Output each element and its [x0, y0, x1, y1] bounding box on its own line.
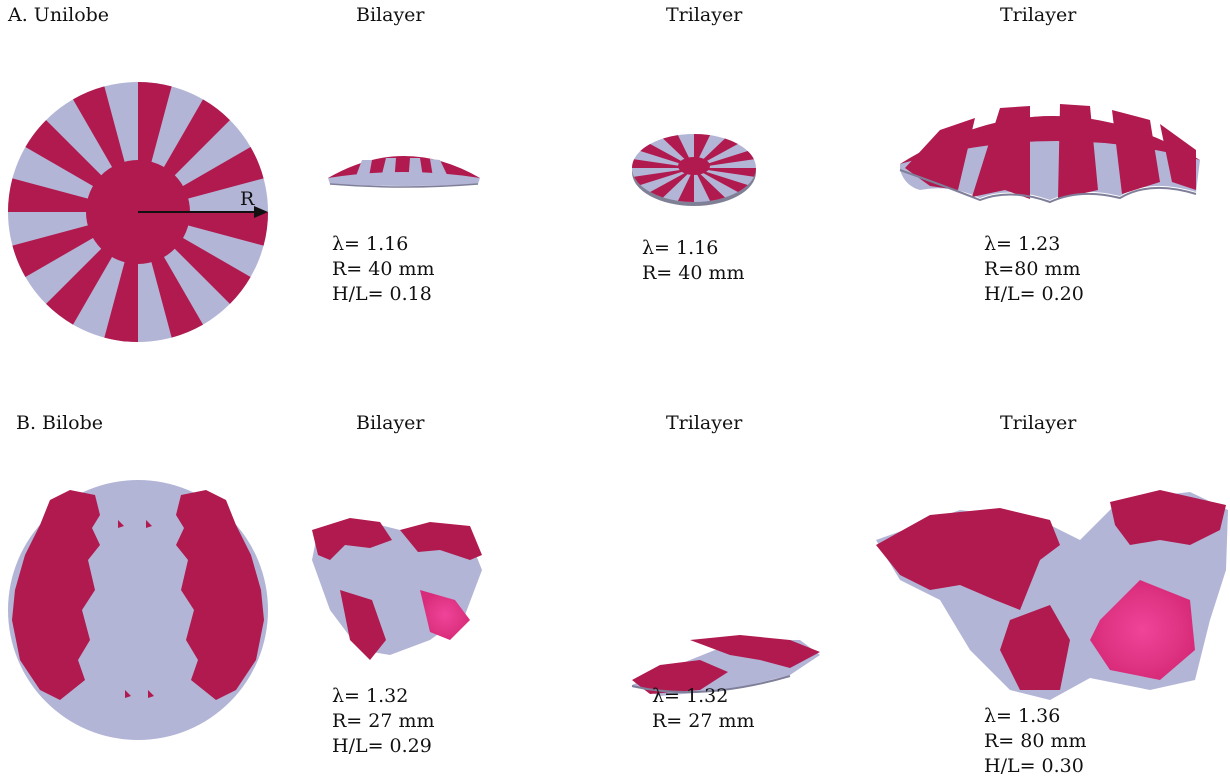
sector — [694, 168, 756, 177]
row-b-params-3: λ= 1.36 R= 80 mm H/L= 0.30 — [984, 704, 1087, 779]
lambda-value: λ= 1.23 — [984, 233, 1061, 255]
radius-value: R= 40 mm — [332, 258, 435, 280]
lambda-value: λ= 1.32 — [332, 685, 409, 707]
hl-value: H/L= 0.20 — [984, 283, 1084, 305]
row-a-params-3: λ= 1.23 R=80 mm H/L= 0.20 — [984, 232, 1084, 307]
unilobe-disk — [8, 82, 268, 342]
row-a-params-1: λ= 1.16 R= 40 mm H/L= 0.18 — [332, 232, 435, 307]
radius-value: R=80 mm — [984, 258, 1081, 280]
unilobe-trilayer-small — [632, 134, 756, 206]
row-b-col-trilayer-2: Trilayer — [1000, 412, 1077, 434]
unilobe-bilayer-dome — [328, 156, 480, 188]
lambda-value: λ= 1.36 — [984, 705, 1061, 727]
hl-value: H/L= 0.30 — [984, 755, 1084, 777]
sector — [694, 168, 725, 201]
radius-label: R — [240, 188, 255, 210]
hl-value: H/L= 0.29 — [332, 735, 432, 757]
radius-value: R= 27 mm — [652, 710, 755, 732]
unilobe-trilayer-large — [899, 104, 1200, 204]
row-b-params-1: λ= 1.32 R= 27 mm H/L= 0.29 — [332, 684, 435, 759]
row-b-label: B. Bilobe — [16, 412, 104, 434]
row-a-col-bilayer: Bilayer — [356, 4, 425, 26]
row-a-col-trilayer-2: Trilayer — [1000, 4, 1077, 26]
bilobe-bilayer-shape — [312, 518, 482, 660]
lambda-value: λ= 1.32 — [652, 685, 729, 707]
radius-value: R= 27 mm — [332, 710, 435, 732]
sector — [694, 168, 748, 193]
bilobe-trilayer-large — [876, 490, 1228, 700]
row-a-params-2: λ= 1.16 R= 40 mm — [642, 236, 745, 286]
row-b-col-trilayer-1: Trilayer — [666, 412, 743, 434]
radius-value: R= 80 mm — [984, 730, 1087, 752]
row-a-col-trilayer-1: Trilayer — [666, 4, 743, 26]
radius-value: R= 40 mm — [642, 262, 745, 284]
lambda-value: λ= 1.16 — [332, 233, 409, 255]
row-b-params-2: λ= 1.32 R= 27 mm — [652, 684, 755, 734]
sector — [634, 168, 694, 185]
bilobe-disk — [8, 480, 268, 740]
bilobe-trilayer-shape — [631, 635, 820, 696]
lambda-value: λ= 1.16 — [642, 237, 719, 259]
radius-arrow-head — [254, 206, 268, 218]
sector — [677, 168, 694, 202]
hl-value: H/L= 0.18 — [332, 283, 432, 305]
sector — [650, 168, 694, 198]
row-a-label: A. Unilobe — [8, 4, 110, 26]
row-b-col-bilayer: Bilayer — [356, 412, 425, 434]
